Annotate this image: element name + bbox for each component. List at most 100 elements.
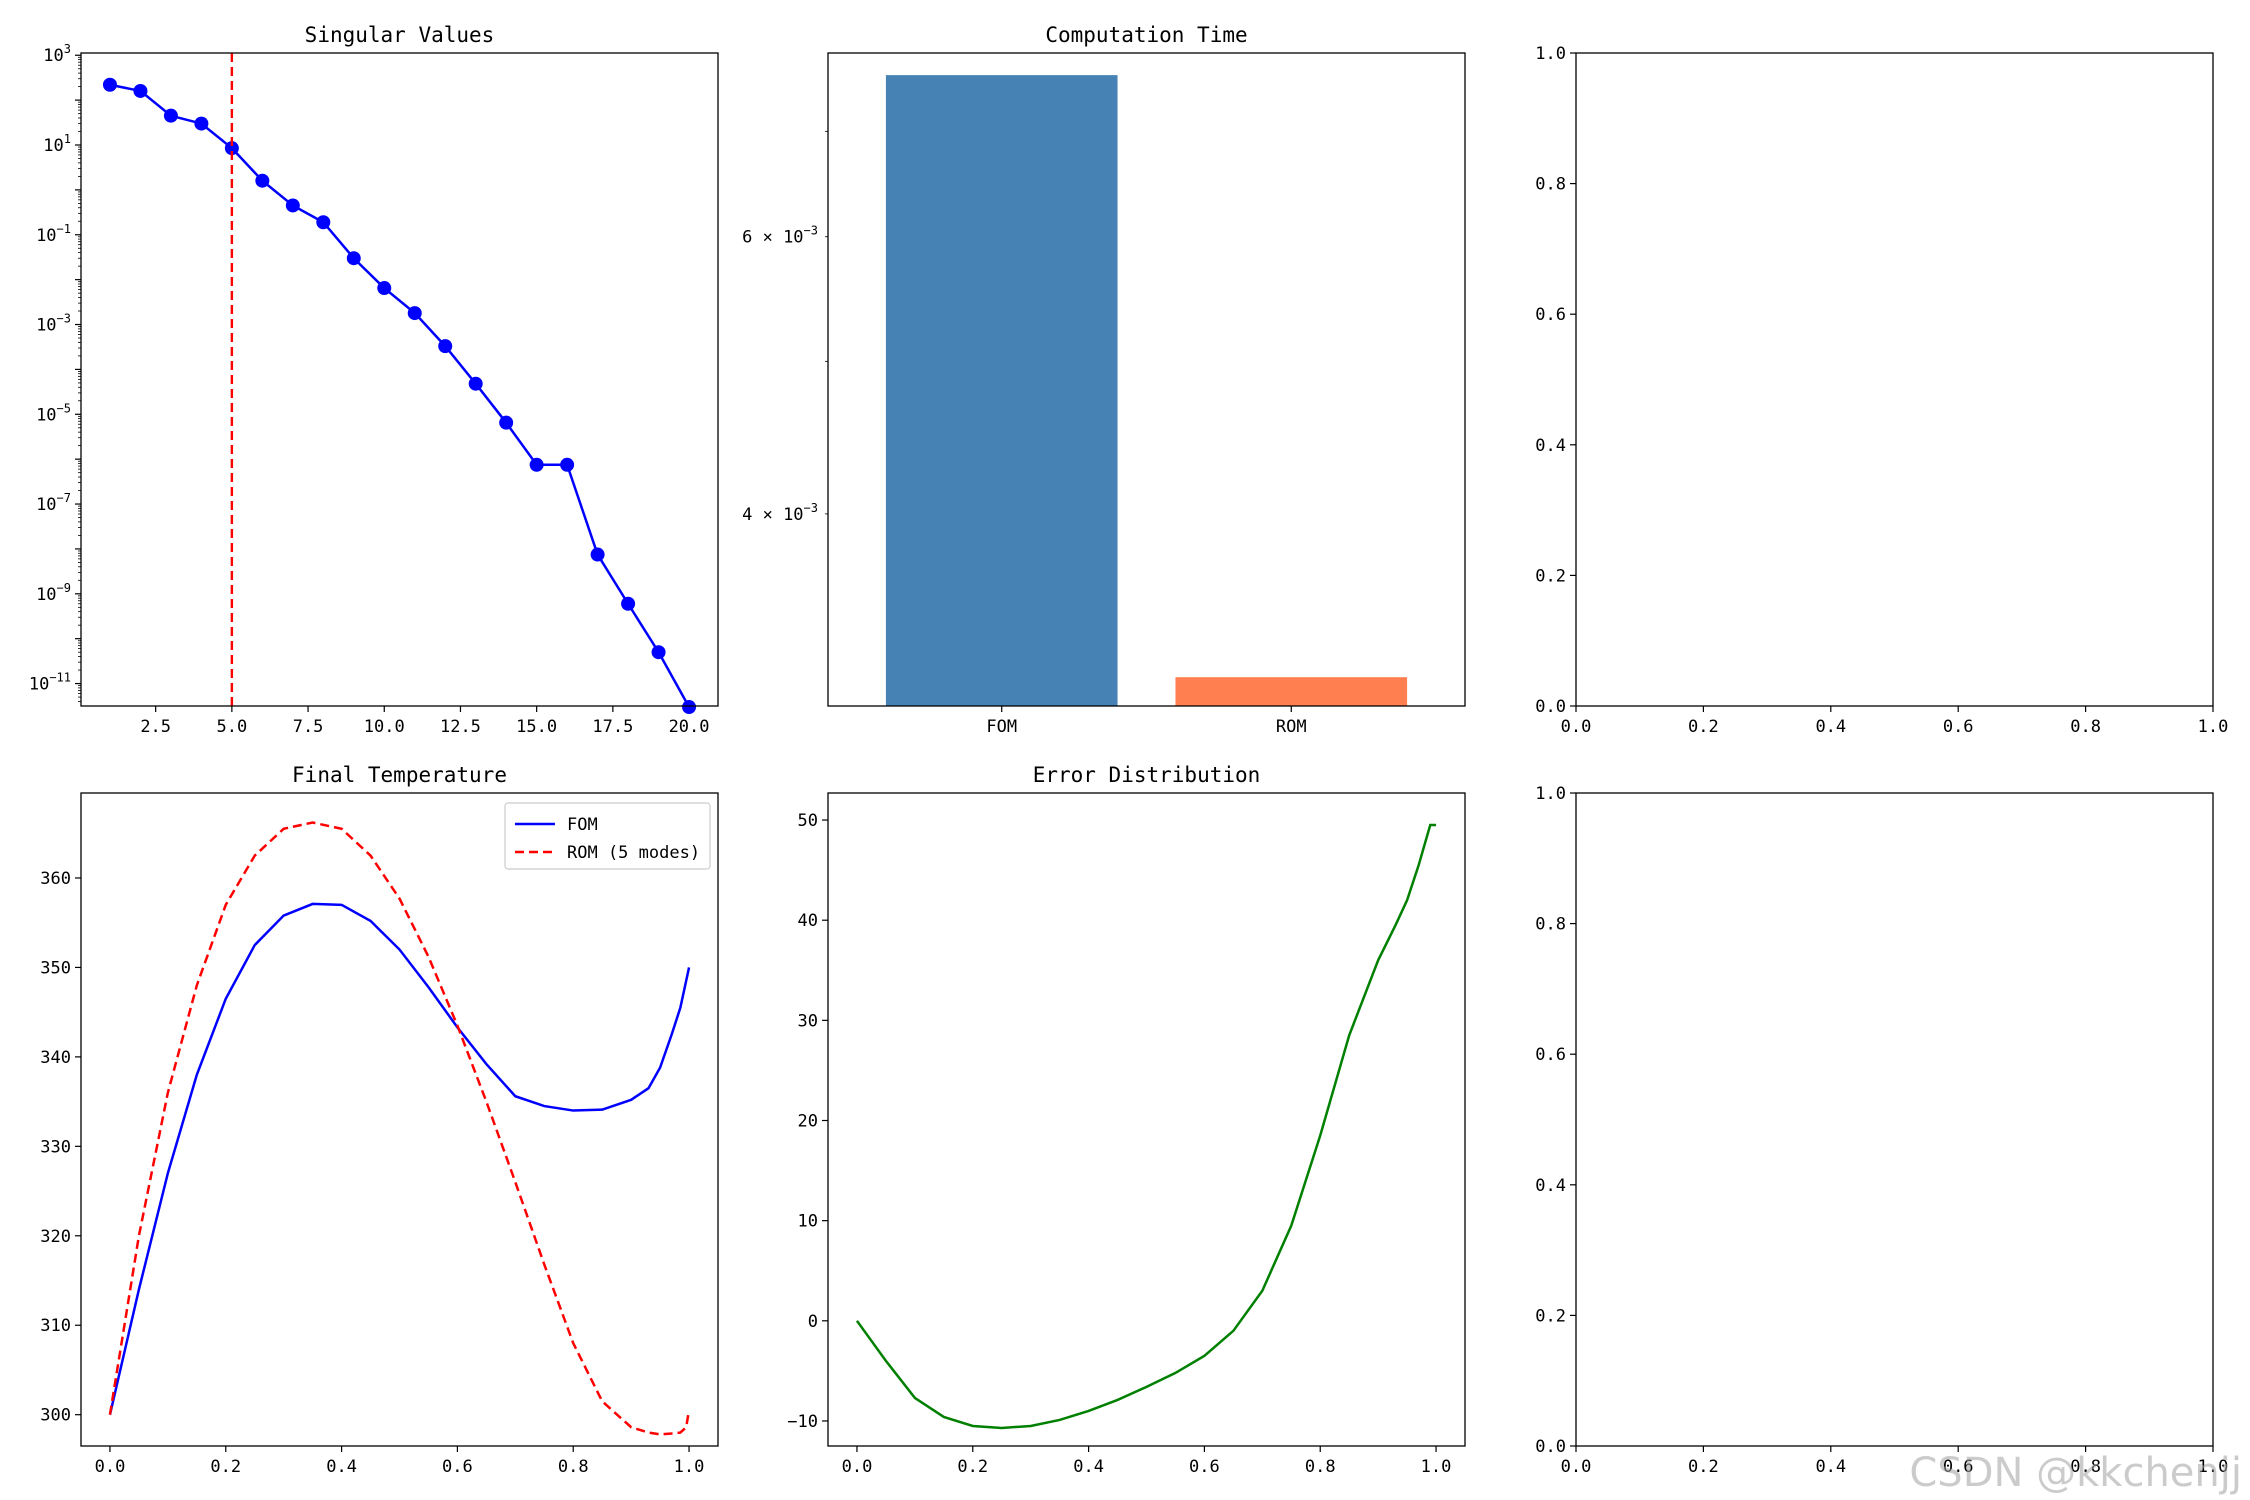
x-tick-label: 0.4	[1815, 717, 1846, 737]
x-tick-label: 0.0	[1561, 1457, 1592, 1477]
data-point	[682, 700, 697, 715]
x-tick-label: 5.0	[217, 717, 248, 737]
x-tick-label: 0.4	[1815, 1457, 1846, 1477]
x-tick-label: 2.5	[140, 717, 171, 737]
y-tick-label: 360	[40, 869, 71, 889]
x-tick-label: 0.0	[1561, 717, 1592, 737]
x-tick-label: 0.8	[2070, 717, 2101, 737]
y-tick-label: 0.8	[1535, 175, 1566, 195]
data-point	[255, 173, 270, 188]
chart-empty-bottom-right: 0.0 0.2 0.4 0.6 0.8 1.0 0.0 0.2 0.4 0.6 0.8 1.0	[1535, 784, 2228, 1477]
x-tick-label: 0.8	[2070, 1457, 2101, 1477]
data-point	[407, 306, 422, 321]
y-tick-label: 1.0	[1535, 44, 1566, 64]
y-tick-label: 0.8	[1535, 915, 1566, 935]
data-point	[560, 457, 575, 472]
axes-frame-4	[80, 792, 719, 1447]
y-tick-label: 320	[40, 1227, 71, 1247]
x-tick-label: 0.2	[1688, 1457, 1719, 1477]
y-tick-label: 50	[798, 811, 818, 831]
data-point	[468, 376, 483, 391]
data-point	[316, 215, 331, 230]
y-tick-label: 310	[40, 1316, 71, 1336]
data-point	[529, 457, 544, 472]
y-tick-label: 350	[40, 958, 71, 978]
axes-frame-1	[80, 52, 719, 707]
x-tick-label: 0.0	[95, 1457, 126, 1477]
x-tick-label: 0.6	[1943, 1457, 1974, 1477]
data-point	[590, 547, 605, 562]
x-tick-label: 0.4	[326, 1457, 357, 1477]
y-tick-label: 20	[798, 1112, 818, 1132]
y-tick-label: 40	[798, 911, 818, 931]
y-tick-label: 0.2	[1535, 1306, 1566, 1326]
series-line	[855, 823, 1437, 1430]
x-tick-label: 1.0	[2198, 1457, 2229, 1477]
legend: FOM ROM (5 modes)	[504, 802, 711, 870]
x-tick-label: 0.4	[1073, 1457, 1104, 1477]
x-tick-label: 20.0	[669, 717, 710, 737]
x-tick-label: FOM	[986, 717, 1017, 737]
chart-empty-top-right: 0.0 0.2 0.4 0.6 0.8 1.0 0.0 0.2 0.4 0.6 0.8 1.0	[1535, 44, 2228, 737]
y-tick-label: 10−1	[36, 222, 71, 246]
data-point	[224, 141, 239, 156]
x-tick-label: 12.5	[440, 717, 481, 737]
x-tick-label: 0.6	[1189, 1457, 1220, 1477]
data-point	[163, 108, 178, 123]
legend-box	[504, 802, 711, 870]
y-tick-label: 0.6	[1535, 1045, 1566, 1065]
data-point	[346, 251, 361, 266]
x-tick-label: 0.2	[1688, 717, 1719, 737]
y-tick-label: 0.4	[1535, 436, 1566, 456]
y-tick-label: 0	[808, 1312, 818, 1332]
series-line-fom	[108, 902, 691, 1415]
series-line-rom-5-modes-	[108, 821, 691, 1436]
axes-frame-5	[827, 792, 1466, 1447]
data-point	[285, 198, 300, 213]
y-tick-label: 6 × 10−3	[742, 224, 818, 248]
watermark: CSDN @kkchenjj	[1909, 1450, 2242, 1496]
y-tick-label: 30	[798, 1011, 818, 1031]
x-tick-label: 0.2	[210, 1457, 241, 1477]
data-point	[102, 77, 117, 92]
y-tick-label: 101	[43, 132, 71, 156]
y-tick-label: 10−3	[36, 312, 71, 336]
y-tick-label: 0.4	[1535, 1176, 1566, 1196]
legend-label: ROM (5 modes)	[567, 843, 700, 863]
y-tick-label: 10−11	[29, 671, 71, 695]
chart-error-distribution: 0.0 0.2 0.4 0.6 0.8 1.0 −10 0 10 20 30 40 50 Error Di…	[787, 763, 1466, 1477]
chart-title: Error Distribution	[1033, 763, 1261, 787]
y-tick-label: 330	[40, 1137, 71, 1157]
axes-frame-2	[827, 52, 1466, 707]
data-point	[133, 83, 148, 98]
x-tick-label: 1.0	[2198, 717, 2229, 737]
y-tick-label: 10	[798, 1212, 818, 1232]
legend-label: FOM	[567, 815, 598, 835]
y-tick-label: 1.0	[1535, 784, 1566, 804]
y-tick-label: 10−7	[36, 491, 71, 515]
y-tick-label: 103	[43, 42, 71, 66]
x-tick-label: 0.8	[1305, 1457, 1336, 1477]
data-point	[377, 281, 392, 296]
x-tick-label: 1.0	[674, 1457, 705, 1477]
data-point	[621, 596, 636, 611]
chart-final-temperature: 0.0 0.2 0.4 0.6 0.8 1.0 300 310 320 330 340 350 360 F…	[40, 763, 719, 1477]
y-tick-label: 10−5	[36, 401, 71, 425]
bar	[1175, 677, 1408, 706]
series-line	[109, 83, 691, 708]
y-tick-label: 0.0	[1535, 1437, 1566, 1457]
bar	[885, 75, 1118, 706]
data-point	[499, 415, 514, 430]
y-tick-label: 340	[40, 1048, 71, 1068]
y-tick-label: 300	[40, 1406, 71, 1426]
chart-title: Computation Time	[1045, 23, 1247, 47]
y-tick-label: 0.6	[1535, 305, 1566, 325]
x-tick-label: 0.8	[558, 1457, 589, 1477]
x-tick-label: 0.6	[1943, 717, 1974, 737]
x-tick-label: 10.0	[364, 717, 405, 737]
y-tick-label: 0.0	[1535, 697, 1566, 717]
axes-frame-6	[1575, 792, 2214, 1447]
x-tick-label: 0.0	[842, 1457, 873, 1477]
x-tick-label: 7.5	[293, 717, 324, 737]
